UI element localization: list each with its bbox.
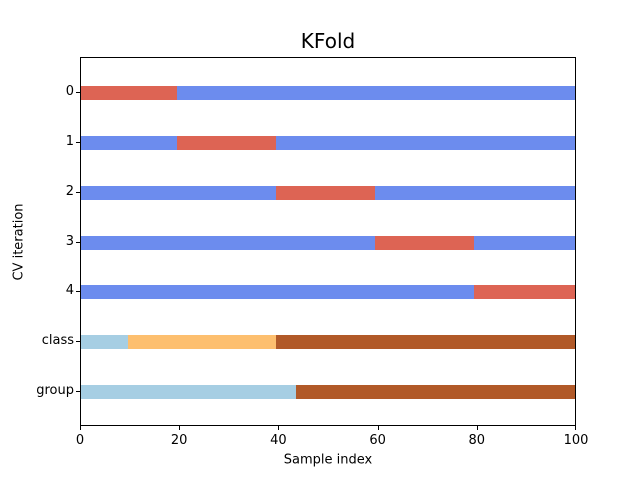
bar-segment-train <box>81 285 474 300</box>
plot-area <box>80 57 576 426</box>
bar-row-1 <box>81 135 575 150</box>
bar-segment-test <box>473 285 575 300</box>
bar-segment-test <box>374 235 474 250</box>
bar-segment-class0 <box>81 335 128 350</box>
bar-row-2 <box>81 185 575 200</box>
y-tick-mark <box>76 242 80 243</box>
bar-segment-train <box>81 135 178 150</box>
y-tick-label-2: 2 <box>65 183 74 199</box>
bar-segment-train <box>177 85 575 100</box>
y-tick-mark <box>76 142 80 143</box>
bar-row-4 <box>81 285 575 300</box>
chart-title: KFold <box>300 29 356 53</box>
x-tick-label-100: 100 <box>563 433 589 448</box>
x-tick-mark <box>378 426 379 430</box>
y-tick-mark <box>76 192 80 193</box>
x-tick-mark <box>575 426 576 430</box>
x-axis-title: Sample index <box>283 452 373 468</box>
bar-segment-group1 <box>295 385 575 400</box>
bar-segment-train <box>473 235 575 250</box>
bar-segment-group0 <box>81 385 296 400</box>
bar-segment-class1 <box>127 335 277 350</box>
y-tick-label-0: 0 <box>65 83 74 99</box>
y-tick-mark <box>76 291 80 292</box>
bar-segment-train <box>374 185 575 200</box>
x-tick-label-0: 0 <box>75 433 85 448</box>
y-tick-mark <box>76 391 80 392</box>
y-tick-label-class: class <box>41 333 74 349</box>
bar-segment-train <box>81 235 375 250</box>
bar-segment-test <box>81 85 178 100</box>
bar-segment-test <box>177 135 277 150</box>
x-tick-mark <box>80 426 81 430</box>
x-tick-label-60: 60 <box>369 433 386 448</box>
bar-row-3 <box>81 235 575 250</box>
x-tick-label-80: 80 <box>468 433 486 448</box>
bar-segment-train <box>276 135 575 150</box>
bar-segment-test <box>276 185 375 200</box>
x-tick-mark <box>278 426 279 430</box>
y-tick-label-4: 4 <box>65 283 74 299</box>
bar-row-0 <box>81 85 575 100</box>
bar-row-class <box>81 335 575 350</box>
x-tick-mark <box>477 426 478 430</box>
y-tick-label-group: group <box>36 383 74 399</box>
y-tick-mark <box>76 341 80 342</box>
bar-row-group <box>81 385 575 400</box>
y-tick-label-1: 1 <box>65 133 74 149</box>
bar-segment-train <box>81 185 277 200</box>
y-tick-mark <box>76 92 80 93</box>
x-tick-label-40: 40 <box>270 433 287 448</box>
x-tick-mark <box>179 426 180 430</box>
y-tick-label-3: 3 <box>65 233 74 249</box>
bar-segment-class2 <box>276 335 575 350</box>
x-tick-label-20: 20 <box>170 433 188 448</box>
